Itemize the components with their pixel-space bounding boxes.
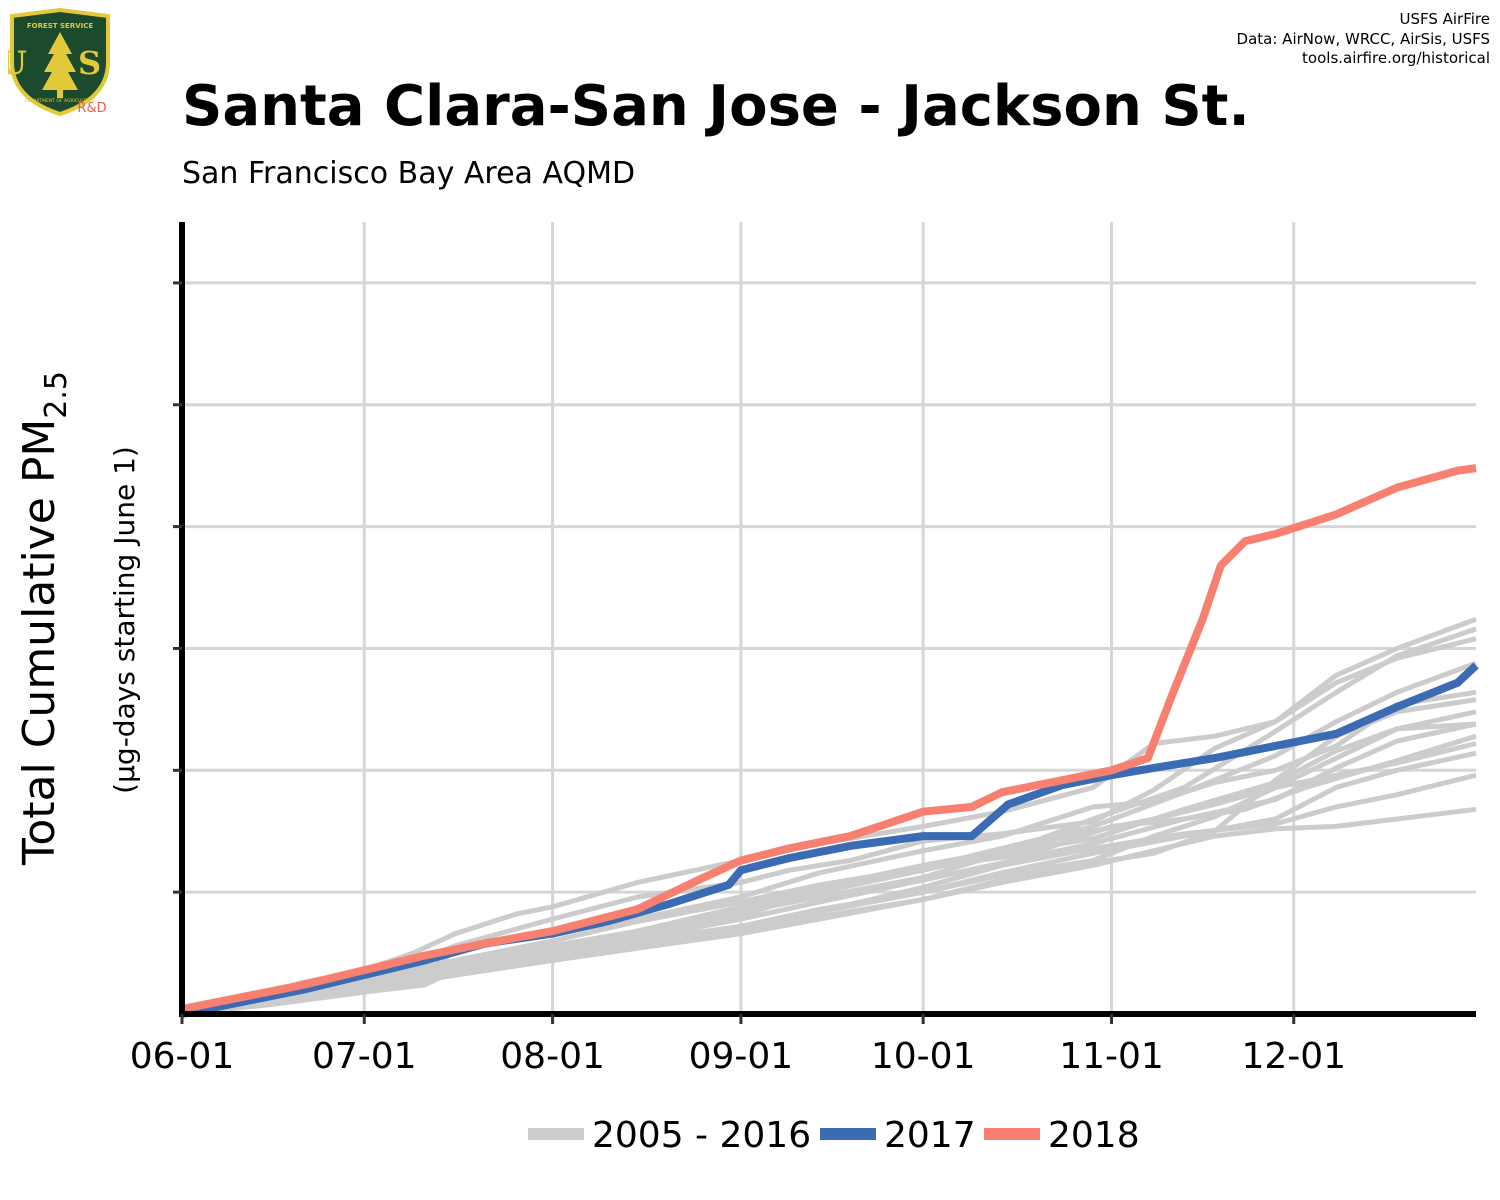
credit-line: tools.airfire.org/historical [1302, 49, 1490, 67]
legend: 2005 - 2016 2017 2018 [528, 1115, 1140, 1156]
credit-line: USFS AirFire [1399, 10, 1490, 28]
x-tick-label: 12-01 [1241, 1036, 1346, 1077]
series-line-2018 [181, 464, 1477, 1014]
x-tick-label: 09-01 [689, 1036, 794, 1077]
logo-bottom-text: DEPARTMENT OF AGRICULTURE [25, 98, 96, 104]
x-tick-label: 08-01 [500, 1036, 605, 1077]
series-line-2005-2016 [181, 626, 1477, 1017]
y-axis-label-subscript: 2.5 [39, 371, 74, 419]
y-axis-secondary-label: (µg-days starting June 1) [108, 446, 141, 794]
legend-label: 2005 - 2016 [592, 1115, 811, 1156]
chart-title: Santa Clara-San Jose - Jackson St. [182, 74, 1250, 139]
legend-label: 2018 [1048, 1115, 1140, 1156]
y-axis-label: Total Cumulative PM2.5 [14, 371, 74, 866]
forest-service-shield-icon: U S FOREST SERVICE DEPARTMENT OF AGRICUL… [0, 7, 110, 117]
series-line-2005-2016 [181, 697, 1477, 1017]
credits: USFS AirFire Data: AirNow, WRCC, AirSis,… [1237, 10, 1490, 69]
credit-line: Data: AirNow, WRCC, AirSis, USFS [1236, 29, 1490, 48]
chart-subtitle: San Francisco Bay Area AQMD [182, 156, 636, 191]
x-tick-label: 06-01 [130, 1036, 235, 1077]
x-tick-label: 10-01 [871, 1036, 976, 1077]
legend-label: 2017 [884, 1115, 976, 1156]
x-tick-label: 11-01 [1059, 1036, 1164, 1077]
logo-top-text: FOREST SERVICE [27, 22, 94, 30]
y-axis-label-main: Total Cumulative PM [14, 419, 65, 866]
logo-badge: R&D [77, 101, 106, 116]
usfs-logo: U S FOREST SERVICE DEPARTMENT OF AGRICUL… [0, 7, 112, 117]
x-tick-label: 07-01 [312, 1036, 417, 1077]
series-line-2017 [181, 662, 1479, 1018]
